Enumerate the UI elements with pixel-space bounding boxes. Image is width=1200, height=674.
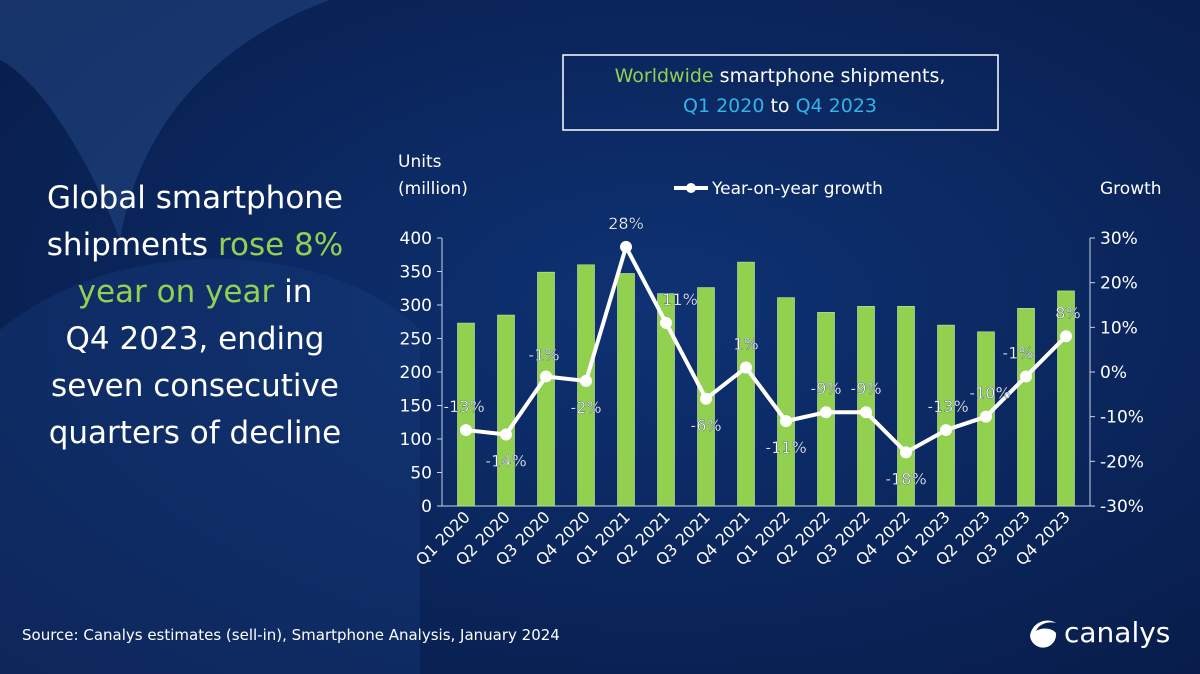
- bar-q2-2020: [497, 314, 515, 507]
- background-swoosh: [0, 0, 330, 240]
- growth-line: [465, 244, 1068, 455]
- growth-data-label: -1%: [1002, 343, 1033, 362]
- y-tick-label-right: 30%: [1100, 229, 1138, 249]
- growth-data-label: -11%: [765, 438, 806, 457]
- y-tick-label-left: 0: [421, 497, 432, 517]
- growth-point: [820, 406, 832, 419]
- headline-line: quarters of decline: [49, 415, 342, 451]
- growth-point: [660, 316, 672, 329]
- bar-q1-2022: [777, 297, 795, 507]
- y-tick-label-left: 100: [400, 430, 432, 450]
- growth-data-label: -6%: [690, 416, 721, 435]
- chart-title-line1: Worldwide smartphone shipments,: [615, 65, 946, 87]
- headline-highlight: year on year: [78, 274, 275, 310]
- growth-point: [740, 361, 752, 374]
- source-note: Source: Canalys estimates (sell-in), Sma…: [22, 626, 560, 644]
- growth-point: [980, 410, 992, 423]
- growth-data-label: 8%: [1055, 303, 1080, 322]
- bar-q1-2023: [937, 324, 955, 507]
- growth-data-label: -1%: [528, 345, 559, 364]
- headline-line: Global smartphone: [47, 180, 343, 216]
- growth-data-label: -2%: [570, 398, 601, 417]
- title-box: [562, 54, 999, 131]
- headline-line: year on year in: [78, 274, 313, 310]
- growth-point: [780, 415, 792, 428]
- background-swoosh-lower: [0, 258, 420, 674]
- headline-text: Global smartphone: [47, 180, 343, 216]
- y-tick-label-right: -10%: [1100, 408, 1144, 428]
- growth-point: [1020, 370, 1032, 383]
- bar-q3-2023: [1017, 308, 1035, 507]
- bar-q1-2021: [617, 273, 635, 507]
- headline-text: Q4 2023, ending: [66, 321, 325, 357]
- y-axis-left-label-1: Units: [398, 152, 442, 172]
- growth-point: [540, 370, 552, 383]
- y-axis-left-label-2: (million): [398, 179, 468, 199]
- bar-q4-2021: [737, 261, 755, 507]
- y-tick-label-right: 10%: [1100, 318, 1138, 338]
- growth-data-label: -9%: [810, 379, 841, 398]
- headline: Global smartphone shipments rose 8% year o…: [47, 180, 343, 451]
- growth-point: [940, 424, 952, 437]
- growth-point: [500, 428, 512, 441]
- y-tick-label-left: 250: [400, 330, 432, 350]
- growth-point: [1060, 330, 1072, 343]
- growth-point: [580, 374, 592, 387]
- headline-highlight: rose 8%: [218, 227, 343, 263]
- bar-q3-2020: [537, 271, 555, 507]
- y-tick-label-left: 150: [400, 397, 432, 417]
- y-tick-label-left: 50: [410, 464, 432, 484]
- growth-data-label: 11%: [662, 290, 698, 309]
- y-axis-right-label: Growth: [1100, 179, 1162, 199]
- headline-text: in: [274, 274, 312, 310]
- legend: Year-on-year growth: [674, 179, 883, 199]
- growth-data-label: -13%: [927, 397, 968, 416]
- growth-point: [860, 406, 872, 419]
- chart-title-line2: Q1 2020 to Q4 2023: [683, 95, 877, 117]
- headline-text: seven consecutive: [51, 368, 339, 404]
- headline-line: Q4 2023, ending: [66, 321, 325, 357]
- y-tick-label-left: 200: [400, 363, 432, 383]
- bar-q4-2023: [1057, 290, 1075, 507]
- growth-data-label: -18%: [885, 469, 926, 488]
- bar-q2-2021: [657, 293, 675, 507]
- y-tick-label-right: -20%: [1100, 452, 1144, 472]
- headline-text: quarters of decline: [49, 415, 342, 451]
- canalys-logo: canalys: [1030, 616, 1170, 649]
- growth-point: [700, 392, 712, 405]
- legend-marker: [686, 183, 696, 193]
- y-tick-label-left: 300: [400, 296, 432, 316]
- y-tick-label-right: 20%: [1100, 274, 1138, 294]
- growth-point: [900, 446, 912, 459]
- legend-label: Year-on-year growth: [711, 179, 883, 199]
- growth-data-label: -9%: [850, 379, 881, 398]
- bar-q1-2020: [457, 322, 475, 507]
- canalys-logo-mark: [1030, 620, 1057, 648]
- growth-data-label: -10%: [969, 384, 1010, 403]
- plot-area: 0 50 100 150 200 250 300 350 400 -30% -20% -10% 0% 10…: [400, 214, 1144, 570]
- y-tick-label-left: 350: [400, 263, 432, 283]
- y-tick-label-right: -30%: [1100, 497, 1144, 517]
- headline-text: shipments: [47, 227, 218, 263]
- growth-data-label: -13%: [443, 397, 484, 416]
- bar-q3-2022: [857, 306, 875, 507]
- growth-data-label: -14%: [485, 452, 526, 471]
- canalys-logo-text: canalys: [1064, 616, 1170, 649]
- growth-data-label: 1%: [733, 335, 758, 354]
- growth-point: [460, 424, 472, 437]
- y-tick-label-right: 0%: [1100, 363, 1127, 383]
- growth-data-label: 28%: [608, 214, 644, 233]
- headline-line: seven consecutive: [51, 368, 339, 404]
- headline-line: shipments rose 8%: [47, 227, 343, 263]
- growth-point: [620, 240, 632, 253]
- y-tick-label-left: 400: [400, 229, 432, 249]
